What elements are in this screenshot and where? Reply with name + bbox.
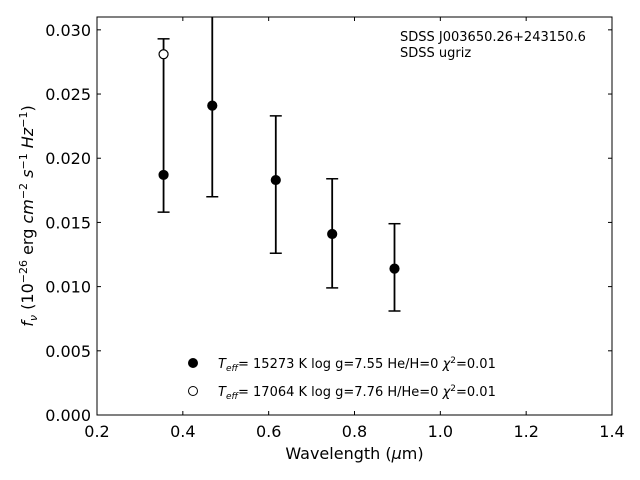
x-tick-label: 0.4 bbox=[170, 422, 195, 441]
x-axis: 0.2 0.4 0.6 0.8 1.0 1.2 1.4 bbox=[84, 17, 625, 441]
y-tick-label: 0.000 bbox=[45, 406, 91, 425]
y-axis: 0.000 0.005 0.010 0.015 0.020 0.025 0.030 bbox=[45, 21, 612, 425]
y-tick-label: 0.010 bbox=[45, 278, 91, 297]
legend-entry-2: Teff= 17064 K log g=7.76 H/He=0 χ2=0.01 bbox=[218, 384, 496, 402]
x-tick-label: 0.6 bbox=[256, 422, 281, 441]
x-tick-label: 1.4 bbox=[599, 422, 624, 441]
legend-marker-open bbox=[188, 386, 198, 396]
x-tick-label: 0.8 bbox=[342, 422, 367, 441]
data-point-filled bbox=[389, 263, 400, 274]
data-point-filled bbox=[270, 174, 281, 186]
plot-frame bbox=[96, 16, 613, 416]
x-tick-label: 1.2 bbox=[513, 422, 538, 441]
x-axis-label: Wavelength (μm) bbox=[285, 444, 423, 463]
legend-marker-filled bbox=[188, 358, 198, 368]
y-axis-label: fν (10−26 erg cm−2 s−1 Hz−1) bbox=[17, 105, 40, 326]
y-tick-label: 0.005 bbox=[45, 342, 91, 361]
x-tick-label: 0.2 bbox=[84, 422, 109, 441]
y-tick-label: 0.020 bbox=[45, 149, 91, 168]
x-tick-label: 1.0 bbox=[428, 422, 453, 441]
annotation-object: SDSS J003650.26+243150.6 bbox=[400, 30, 586, 45]
legend-entry-1: Teff= 15273 K log g=7.55 He/H=0 χ2=0.01 bbox=[218, 356, 496, 374]
data-point-filled bbox=[207, 100, 218, 111]
legend: Teff= 15273 K log g=7.55 He/H=0 χ2=0.01 … bbox=[188, 356, 496, 402]
data-point-filled bbox=[158, 169, 169, 181]
y-tick-label: 0.015 bbox=[45, 213, 91, 232]
annotation-filters: SDSS ugriz bbox=[400, 46, 471, 61]
data-point-filled bbox=[327, 228, 338, 240]
y-tick-label: 0.030 bbox=[45, 21, 91, 40]
plot-area bbox=[157, 17, 401, 312]
data-point-open bbox=[158, 49, 169, 60]
y-tick-label: 0.025 bbox=[45, 85, 91, 104]
